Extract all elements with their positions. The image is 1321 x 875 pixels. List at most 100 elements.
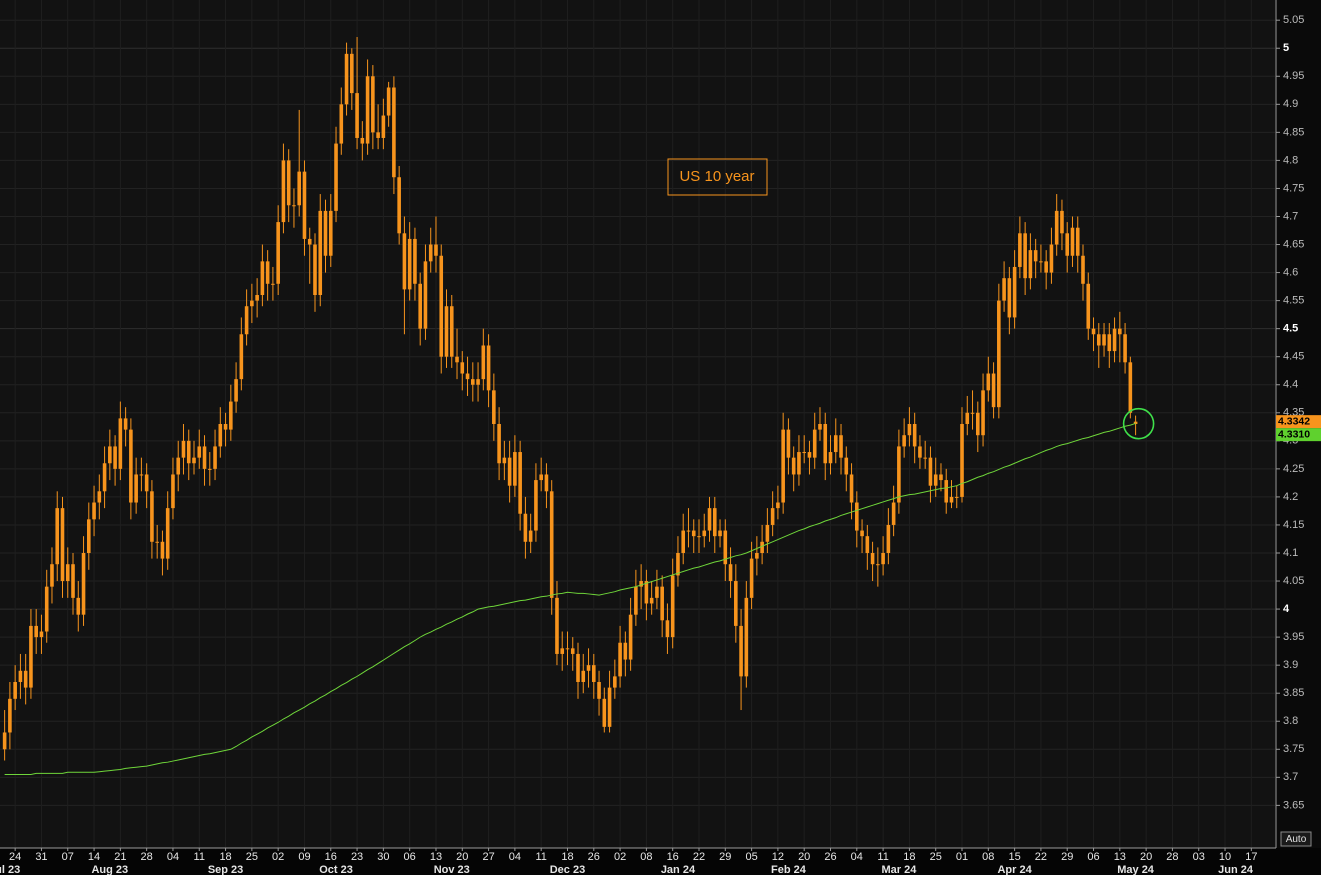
last-value-tag <box>1276 415 1321 429</box>
candle-body <box>528 530 533 542</box>
annotation-box <box>667 158 768 196</box>
x-axis-background <box>0 848 1321 875</box>
y-tick-label: 4.65 <box>1283 238 1304 250</box>
candle-body <box>71 564 75 598</box>
candle-body <box>465 373 470 380</box>
candle-body <box>334 143 338 211</box>
candle-body <box>144 474 149 492</box>
candle-body <box>723 530 728 565</box>
x-tick-label: 11 <box>877 851 888 863</box>
candle-body <box>649 597 654 604</box>
candle-body <box>907 424 912 436</box>
candle-body <box>534 480 538 531</box>
candle-body <box>118 418 123 469</box>
x-tick-label: 05 <box>745 851 757 863</box>
candle-body <box>734 581 738 626</box>
y-tick-label: 4.7 <box>1283 210 1298 222</box>
y-tick-label: 3.8 <box>1283 715 1298 727</box>
y-tick-label: 4.8 <box>1283 154 1298 166</box>
candle-body <box>523 513 528 542</box>
candle-body <box>676 552 680 576</box>
x-tick-label: 24 <box>9 851 21 863</box>
x-tick-label: 10 <box>1219 851 1231 863</box>
candle-body <box>386 87 391 116</box>
last-value-label: 4.3310 <box>1278 428 1310 440</box>
x-tick-label: 16 <box>667 851 679 863</box>
candle-body <box>60 508 65 582</box>
candle-body <box>975 412 980 436</box>
x-tick-label: 08 <box>640 851 652 863</box>
candle-body <box>607 687 612 727</box>
x-tick-label: 04 <box>509 851 521 863</box>
candle-body <box>223 424 228 430</box>
candle-body <box>2 732 7 750</box>
candle-body <box>807 452 812 458</box>
candle-body <box>997 300 1001 408</box>
candle-body <box>1039 261 1043 263</box>
candle-body <box>912 424 917 447</box>
x-tick-label: 23 <box>351 851 363 863</box>
candle-body <box>1107 334 1112 352</box>
candle-body <box>949 496 954 503</box>
candle-body <box>918 446 922 458</box>
candle-body <box>718 530 722 537</box>
candle-body <box>681 530 686 553</box>
candle-body <box>297 171 302 206</box>
candle-body <box>192 457 196 464</box>
candle-body <box>186 440 191 464</box>
candle-body <box>691 530 696 537</box>
candle-body <box>786 429 791 458</box>
candle-body <box>444 306 449 357</box>
candle-body <box>213 446 217 469</box>
y-tick-label: 3.9 <box>1283 659 1298 671</box>
candle-body <box>339 104 344 144</box>
candle-body <box>44 586 49 632</box>
candle-body <box>944 480 949 503</box>
candle-body <box>434 244 438 256</box>
candle-body <box>1002 278 1006 301</box>
auto-button-label[interactable]: Auto <box>1286 834 1307 845</box>
candle-body <box>460 362 465 374</box>
x-tick-label: 11 <box>535 851 546 863</box>
candle-body <box>302 171 307 239</box>
candle-body <box>265 261 270 284</box>
marks <box>2 37 1155 776</box>
candle-body <box>181 440 186 458</box>
candle-body <box>108 446 112 464</box>
y-tick-label: 3.75 <box>1283 743 1304 755</box>
candle-body <box>1123 334 1127 363</box>
x-tick-label: 30 <box>377 851 389 863</box>
month-label: Aug 23 <box>91 864 128 875</box>
candle-body <box>770 508 775 525</box>
candle-body <box>470 379 475 385</box>
candle-body <box>81 552 86 615</box>
candle-body <box>1012 266 1017 318</box>
candle-body <box>328 210 333 256</box>
candle-body <box>849 474 854 503</box>
candle-body <box>644 581 649 604</box>
candle-body <box>365 76 370 144</box>
candle-body <box>439 255 444 357</box>
candle-body <box>481 345 486 380</box>
candle-body <box>823 424 828 464</box>
candle-body <box>1065 233 1070 256</box>
auto-button[interactable] <box>1280 831 1312 847</box>
candle-body <box>628 614 633 660</box>
candle-body <box>760 541 764 553</box>
candle-body <box>476 379 480 385</box>
candle-body <box>502 457 507 464</box>
candle-body <box>392 87 396 178</box>
x-tick-label: 11 <box>194 851 205 863</box>
month-label: Mar 24 <box>881 864 917 875</box>
candle-body <box>744 597 749 677</box>
y-tick-label: 4.2 <box>1283 491 1298 503</box>
candle-body <box>86 519 91 553</box>
candle-body <box>965 412 970 424</box>
x-tick-label: 12 <box>772 851 784 863</box>
month-label: Nov 23 <box>434 864 470 875</box>
month-label: Sep 23 <box>208 864 243 875</box>
last-value-label: 4.3342 <box>1278 415 1310 427</box>
candle-body <box>355 93 359 138</box>
candle-body <box>728 564 733 582</box>
candle-body <box>129 429 133 503</box>
